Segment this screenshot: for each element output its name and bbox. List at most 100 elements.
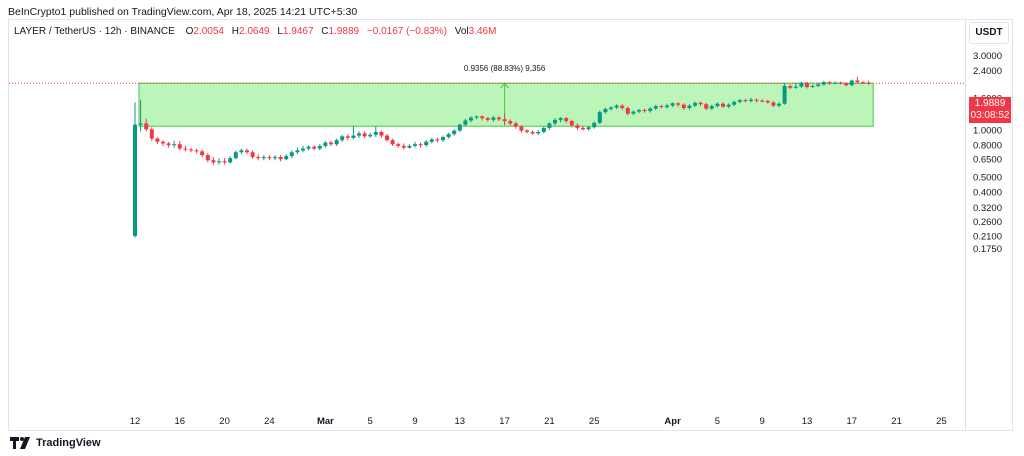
candle-down: [861, 82, 865, 84]
candle-up: [816, 84, 821, 86]
candle-up: [413, 144, 417, 146]
candle-up: [295, 150, 300, 153]
candle-up: [133, 124, 137, 236]
candle-up: [340, 136, 345, 141]
candle-down: [312, 146, 317, 149]
candle-down: [743, 100, 748, 102]
candle-down: [379, 131, 384, 136]
candle-up: [631, 111, 636, 114]
x-tick-label: Mar: [317, 416, 334, 427]
candle-down: [194, 150, 199, 152]
y-tick-label: 0.2100: [973, 231, 1002, 242]
candle-down: [519, 126, 524, 131]
x-tick-label: 24: [264, 416, 275, 427]
y-tick-label: 0.4000: [973, 188, 1002, 199]
vol-value: 3.46M: [468, 26, 497, 37]
candle-up: [749, 99, 753, 102]
x-tick-label: 13: [455, 416, 466, 427]
close-value: 1.9889: [328, 26, 360, 37]
candle-up: [446, 134, 451, 138]
candle-down: [659, 106, 664, 108]
candle-down: [771, 102, 776, 106]
open-value: 2.0054: [193, 26, 224, 37]
candle-down: [827, 82, 832, 84]
candle-down: [401, 145, 406, 148]
x-tick-label: 5: [368, 416, 373, 427]
candle-up: [547, 123, 552, 128]
candle-down: [681, 104, 686, 109]
candle-down: [177, 144, 182, 149]
open-label: O: [185, 26, 194, 37]
x-tick-label: 20: [219, 416, 230, 427]
y-tick-label: 1.0000: [973, 125, 1002, 136]
candle-down: [390, 140, 395, 145]
candle-up: [715, 103, 720, 107]
candle-up: [553, 119, 557, 124]
candle-up: [239, 150, 244, 153]
candle-up: [228, 158, 233, 163]
logo-text: TradingView: [36, 437, 101, 449]
candle-down: [502, 119, 507, 122]
tradingview-logo[interactable]: TradingView: [10, 437, 101, 449]
candle-down: [530, 131, 535, 134]
high-label: H: [231, 26, 239, 37]
x-tick-label: 16: [175, 416, 186, 427]
candle-up: [306, 146, 311, 149]
candle-down: [625, 108, 630, 114]
candle-down: [250, 152, 255, 158]
candle-up: [777, 103, 781, 106]
candle-up: [597, 112, 602, 123]
y-tick-label: 0.8000: [973, 141, 1002, 152]
candle-up: [351, 135, 356, 138]
candle-up: [357, 133, 361, 136]
candle-up: [457, 124, 462, 131]
bar-countdown: 03:08:52: [970, 110, 1010, 121]
candle-up: [586, 127, 591, 130]
change-value: −0.0167 (−0.83%): [366, 26, 447, 37]
y-tick-label: 0.6500: [973, 155, 1002, 166]
candle-down: [620, 105, 625, 109]
x-tick-label: 21: [544, 416, 555, 427]
candle-up: [452, 130, 457, 135]
candle-down: [721, 103, 725, 107]
currency-button[interactable]: USDT: [969, 22, 1009, 44]
candle-up: [737, 100, 742, 102]
candle-down: [508, 121, 513, 124]
candle-down: [866, 82, 871, 84]
candle-up: [558, 118, 563, 120]
candle-up: [648, 108, 653, 112]
x-tick-label: 13: [802, 416, 813, 427]
range-measure-label: 0.9356 (88.83%) 9,356: [464, 64, 546, 73]
candle-down: [844, 83, 849, 86]
x-tick-label: 12: [130, 416, 141, 427]
candle-up: [687, 105, 692, 109]
x-tick-label: Apr: [664, 416, 681, 427]
candle-up: [849, 80, 854, 86]
close-label: C: [321, 26, 329, 37]
candle-up: [424, 141, 429, 146]
candle-down: [211, 160, 216, 163]
candle-up: [289, 152, 294, 157]
candle-up: [782, 85, 787, 104]
symbol-name[interactable]: LAYER / TetherUS · 12h · BINANCE: [14, 26, 175, 37]
candle-up: [665, 105, 669, 108]
candle-up: [463, 120, 468, 125]
candle-up: [301, 148, 305, 151]
x-tick-label: 25: [936, 416, 947, 427]
candle-down: [642, 110, 647, 112]
candle-up: [273, 157, 277, 159]
candle-down: [676, 103, 681, 105]
candle-up: [491, 117, 496, 120]
candle-up: [833, 82, 837, 84]
candle-up: [541, 127, 546, 132]
candle-down: [245, 150, 249, 153]
candle-up: [603, 109, 608, 113]
candle-down: [575, 125, 580, 128]
candle-up: [793, 86, 798, 88]
candle-down: [855, 80, 860, 83]
candle-up: [138, 123, 143, 125]
x-tick-label: 17: [847, 416, 858, 427]
candle-down: [805, 82, 809, 88]
candle-up: [441, 137, 445, 141]
